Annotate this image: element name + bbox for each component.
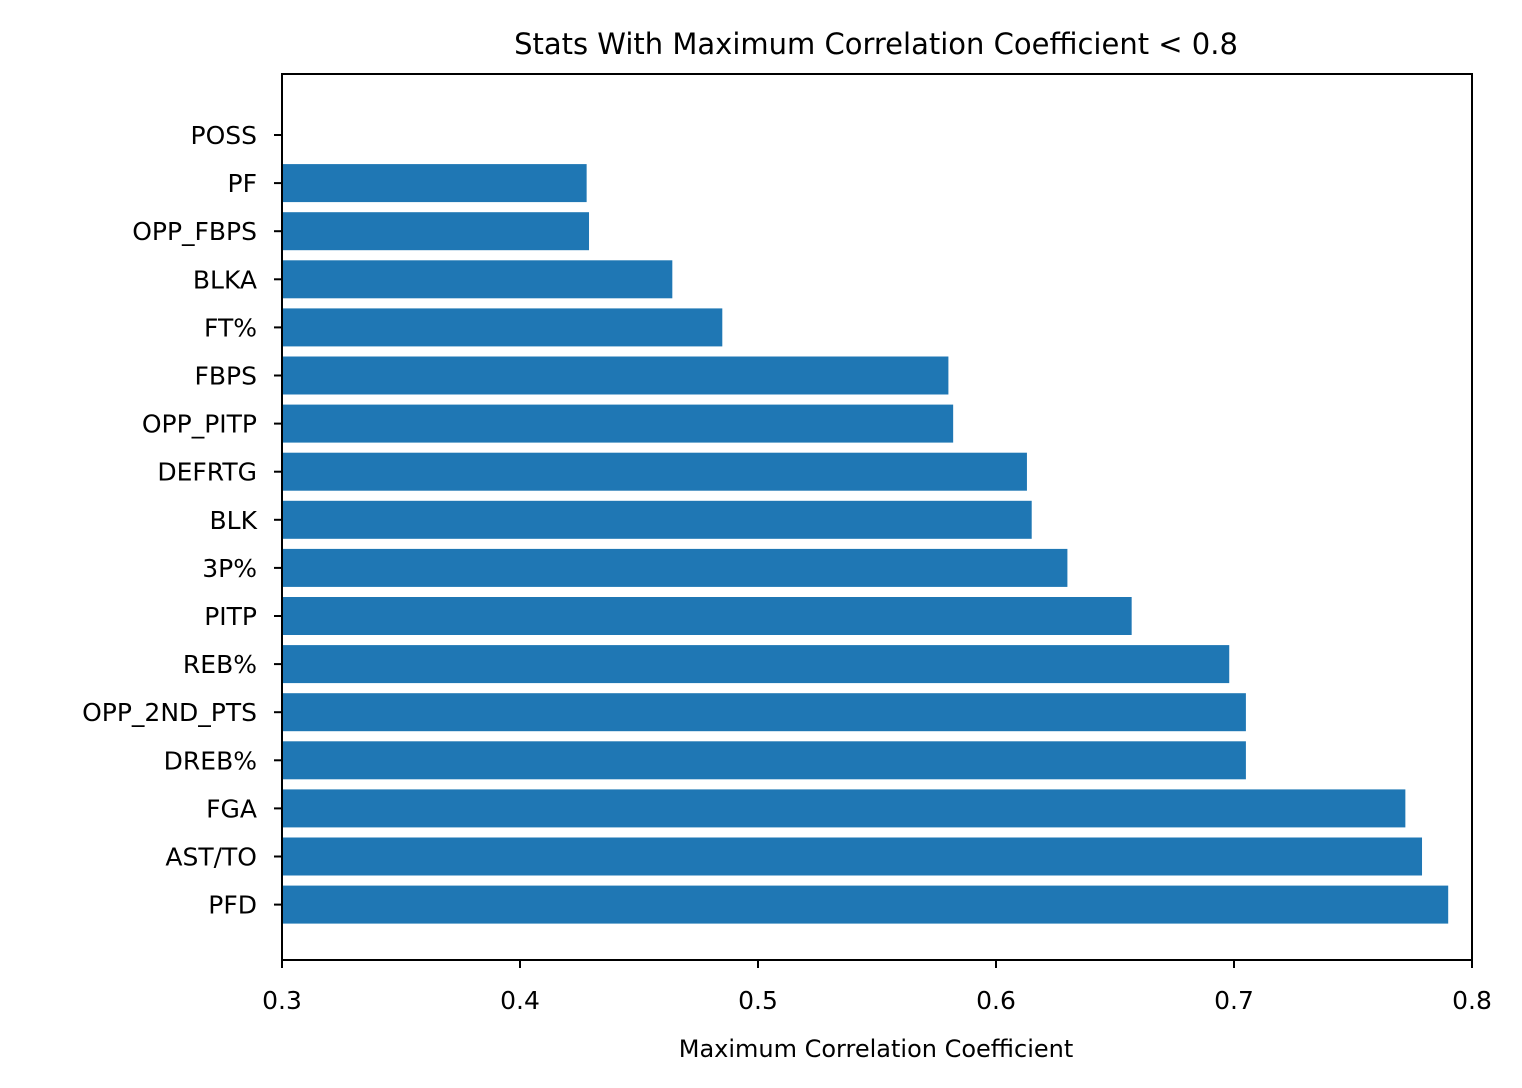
bar-ft-pct <box>282 308 723 347</box>
y-tick-label: PF <box>228 169 257 198</box>
y-tick-label: OPP_2ND_PTS <box>82 698 257 727</box>
x-axis-label: Maximum Correlation Coefficient <box>679 1035 1074 1063</box>
bars-layer <box>282 164 1449 924</box>
bar-fga <box>282 789 1406 828</box>
bar-pfd <box>282 885 1449 924</box>
y-axis: POSS PF OPP_FBPS BLKA FT% FBPS OPP_PITP DEFRTG B… <box>82 121 282 920</box>
bar-dreb-pct <box>282 741 1246 780</box>
y-tick-label: OPP_PITP <box>142 410 257 439</box>
x-tick-label: 0.7 <box>1214 986 1254 1015</box>
bar-pf <box>282 164 587 203</box>
bar-opp-fbps <box>282 212 590 251</box>
bar-opp-2nd-pts <box>282 693 1246 732</box>
x-tick-label: 0.6 <box>976 986 1016 1015</box>
y-tick-label: FGA <box>206 794 257 823</box>
x-tick-label: 0.8 <box>1452 986 1492 1015</box>
x-tick-label: 0.5 <box>738 986 778 1015</box>
y-tick-label: REB% <box>183 650 257 679</box>
bar-defrtg <box>282 452 1027 491</box>
y-tick-label: POSS <box>191 121 258 150</box>
y-tick-label: PFD <box>208 891 257 920</box>
bar-blka <box>282 260 673 299</box>
x-tick-label: 0.3 <box>262 986 302 1015</box>
y-tick-label: DEFRTG <box>157 458 257 487</box>
bar-reb-pct <box>282 645 1230 684</box>
y-tick-label: FT% <box>204 313 257 342</box>
x-axis: 0.3 0.4 0.5 0.6 0.7 0.8 <box>262 960 1492 1015</box>
y-tick-label: 3P% <box>202 554 257 583</box>
y-tick-label: DREB% <box>164 746 257 775</box>
chart-title: Stats With Maximum Correlation Coefficie… <box>514 27 1238 61</box>
y-tick-label: BLKA <box>193 265 257 294</box>
y-tick-label: BLK <box>210 506 258 535</box>
y-tick-label: PITP <box>204 602 257 631</box>
bar-3p-pct <box>282 548 1068 587</box>
plot-frame <box>281 73 1473 961</box>
bar-blk <box>282 500 1032 539</box>
bar-opp-pitp <box>282 404 954 443</box>
x-tick-label: 0.4 <box>500 986 540 1015</box>
bar-ast-to <box>282 837 1423 876</box>
y-tick-label: OPP_FBPS <box>132 217 257 246</box>
y-tick-label: AST/TO <box>165 843 257 872</box>
bar-fbps <box>282 356 949 395</box>
y-tick-label: FBPS <box>195 362 257 391</box>
bar-pitp <box>282 597 1132 635</box>
